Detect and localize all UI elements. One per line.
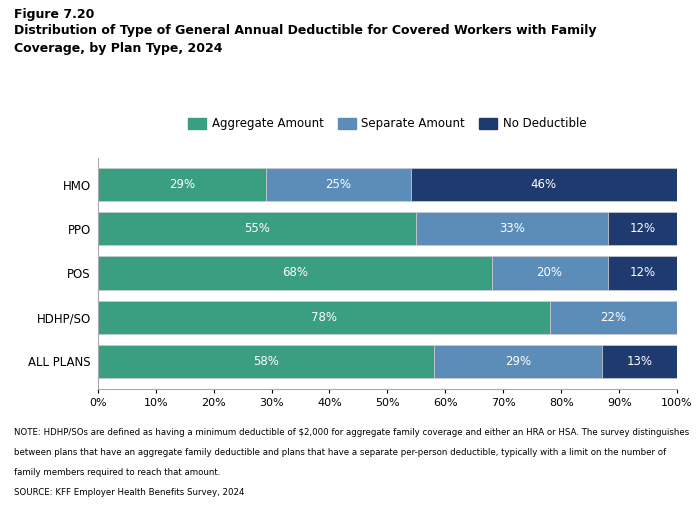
Text: NOTE: HDHP/SOs are defined as having a minimum deductible of $2,000 for aggregat: NOTE: HDHP/SOs are defined as having a m… [14, 428, 689, 437]
Legend: Aggregate Amount, Separate Amount, No Deductible: Aggregate Amount, Separate Amount, No De… [184, 112, 591, 135]
Text: 25%: 25% [325, 178, 351, 191]
Bar [607, 212, 677, 245]
Text: 68%: 68% [282, 267, 308, 279]
Text: 12%: 12% [629, 222, 655, 235]
Text: SOURCE: KFF Employer Health Benefits Survey, 2024: SOURCE: KFF Employer Health Benefits Sur… [14, 488, 244, 497]
Bar [410, 168, 677, 201]
Text: family members required to reach that amount.: family members required to reach that am… [14, 468, 221, 477]
Text: 58%: 58% [253, 355, 279, 368]
Text: 55%: 55% [244, 222, 270, 235]
Text: 33%: 33% [499, 222, 525, 235]
Bar [98, 212, 416, 245]
Bar [607, 256, 677, 290]
Text: 29%: 29% [169, 178, 195, 191]
Text: 78%: 78% [311, 311, 336, 324]
Text: 20%: 20% [537, 267, 563, 279]
Text: 46%: 46% [530, 178, 557, 191]
Bar [266, 168, 410, 201]
Text: Distribution of Type of General Annual Deductible for Covered Workers with Famil: Distribution of Type of General Annual D… [14, 24, 597, 55]
Text: 12%: 12% [629, 267, 655, 279]
Bar [98, 301, 549, 334]
Bar [433, 345, 602, 378]
Text: Figure 7.20: Figure 7.20 [14, 8, 94, 21]
Bar [491, 256, 607, 290]
Text: 22%: 22% [600, 311, 626, 324]
Bar [549, 301, 677, 334]
Text: 29%: 29% [505, 355, 530, 368]
Text: between plans that have an aggregate family deductible and plans that have a sep: between plans that have an aggregate fam… [14, 448, 666, 457]
Text: 13%: 13% [626, 355, 653, 368]
Bar [98, 168, 266, 201]
Bar [416, 212, 607, 245]
Bar [602, 345, 677, 378]
Bar [98, 345, 433, 378]
Bar [98, 256, 491, 290]
